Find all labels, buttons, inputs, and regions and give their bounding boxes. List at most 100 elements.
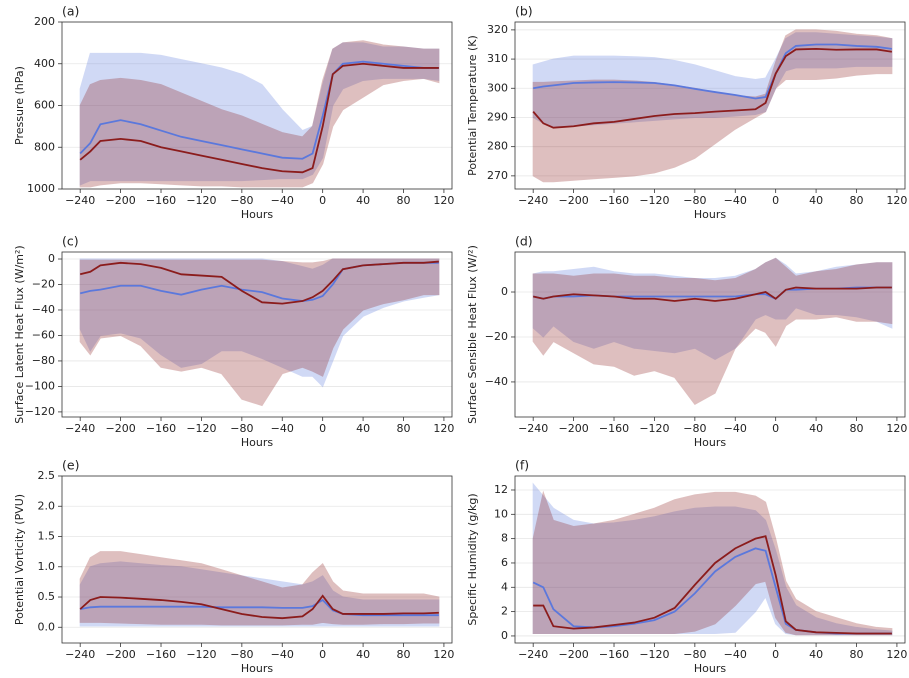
y-tick-label: 4 [501, 580, 508, 593]
x-axis-label: Hours [241, 662, 273, 675]
y-tick-label: 0.5 [38, 590, 56, 603]
y-tick-label: −80 [32, 354, 55, 367]
band [532, 257, 893, 361]
y-tick-label: 0 [48, 252, 55, 265]
band [532, 257, 893, 406]
y-tick-label: 6 [501, 556, 508, 569]
x-tick-label: −160 [599, 422, 629, 435]
band [79, 258, 440, 388]
x-tick-label: 80 [850, 648, 864, 661]
y-tick-label: 0 [501, 629, 508, 642]
panel: −40−200−240 −200 −160 −120 −80 −40 0 40 80 120(d)… [466, 234, 907, 450]
y-tick-label: 310 [487, 52, 508, 65]
x-tick-label: 80 [397, 648, 411, 661]
panel-label: (b) [515, 4, 533, 19]
x-tick-label: 0 [319, 422, 326, 435]
x-tick-label: −240 [65, 194, 95, 207]
x-tick-label: −200 [105, 422, 135, 435]
x-tick-label: −200 [558, 648, 588, 661]
panel-label: (d) [515, 234, 533, 249]
panel-label: (e) [62, 458, 79, 473]
x-tick-label: −160 [599, 648, 629, 661]
x-tick-label: −120 [186, 194, 216, 207]
plot-frame [61, 475, 453, 644]
band [532, 29, 893, 183]
plot-frame [61, 21, 453, 190]
y-tick-label: 280 [487, 140, 508, 153]
x-tick-label: −40 [271, 194, 294, 207]
y-tick-label: −20 [485, 330, 508, 343]
x-tick-label: −80 [230, 422, 253, 435]
x-tick-label: −80 [230, 648, 253, 661]
x-axis-label: Hours [241, 208, 273, 221]
x-tick-label: −240 [65, 648, 95, 661]
mean-line [80, 598, 439, 617]
x-tick-label: −160 [599, 194, 629, 207]
y-tick-label: 10 [494, 507, 508, 520]
y-tick-label: −20 [32, 277, 55, 290]
y-tick-label: 600 [34, 99, 55, 112]
x-tick-label: 40 [809, 422, 823, 435]
x-tick-label: 40 [809, 194, 823, 207]
x-tick-label: 40 [356, 648, 370, 661]
x-tick-label: 80 [397, 194, 411, 207]
y-tick-label: 0.0 [38, 620, 56, 633]
y-tick-label: 1.0 [38, 560, 56, 573]
plot-frame [61, 251, 453, 418]
band [79, 40, 440, 188]
y-tick-label: 800 [34, 140, 55, 153]
x-tick-label: 120 [886, 194, 907, 207]
panel-label: (f) [515, 458, 529, 473]
x-tick-label: −80 [683, 422, 706, 435]
band [532, 490, 893, 636]
y-axis-label: Surface Latent Heat Flux (W/m²) [13, 245, 26, 423]
x-tick-label: 80 [850, 422, 864, 435]
x-tick-label: −240 [65, 422, 95, 435]
y-tick-label: 2 [501, 605, 508, 618]
y-tick-label: 200 [34, 15, 55, 28]
x-axis-label: Hours [694, 436, 726, 449]
mean-line [79, 260, 439, 305]
x-tick-label: 40 [356, 422, 370, 435]
x-tick-label: 0 [319, 194, 326, 207]
plot-frame [514, 21, 906, 190]
x-axis-label: Hours [694, 208, 726, 221]
y-axis-label: Potential Temperature (K) [466, 35, 479, 176]
x-tick-label: 0 [319, 648, 326, 661]
x-tick-label: −80 [683, 194, 706, 207]
mean-line [79, 594, 439, 620]
x-tick-label: −120 [639, 422, 669, 435]
mean-line [532, 47, 893, 129]
y-tick-label: 320 [487, 23, 508, 36]
x-tick-label: 120 [433, 194, 454, 207]
panel: 200 400 600 800 1000 −240 −200 −160 −120 −80 −40 0 4… [13, 4, 454, 222]
y-tick-label: −40 [32, 303, 55, 316]
y-tick-label: −100 [25, 379, 55, 392]
y-tick-label: −40 [485, 375, 508, 388]
band [79, 258, 440, 407]
y-tick-label: 300 [487, 81, 508, 94]
x-tick-label: −200 [558, 422, 588, 435]
x-tick-label: 120 [433, 648, 454, 661]
x-tick-label: −160 [146, 194, 176, 207]
plot-frame [514, 475, 906, 644]
x-tick-label: −40 [724, 422, 747, 435]
panel: 270 280 290 300 310 320 −240 −200 −160 −120 −80 −40… [466, 4, 907, 222]
x-tick-label: −120 [186, 648, 216, 661]
x-tick-label: −160 [146, 648, 176, 661]
x-tick-label: −40 [724, 648, 747, 661]
y-tick-label: 290 [487, 110, 508, 123]
x-tick-label: 0 [772, 648, 779, 661]
x-tick-label: 0 [772, 194, 779, 207]
mean-line [79, 62, 439, 174]
x-tick-label: −120 [639, 194, 669, 207]
x-tick-label: −80 [683, 648, 706, 661]
y-tick-label: −120 [25, 405, 55, 418]
plot-frame [514, 251, 906, 418]
y-axis-label: Surface Sensible Heat Flux (W/²) [466, 245, 479, 424]
y-tick-label: 2.0 [38, 499, 56, 512]
panel: 0.0 0.5 1.0 1.5 2.0 2.5 −240 −200 −160 −120 −80 −40… [13, 458, 454, 676]
y-tick-label: 400 [34, 57, 55, 70]
y-tick-label: 2.5 [38, 469, 56, 482]
